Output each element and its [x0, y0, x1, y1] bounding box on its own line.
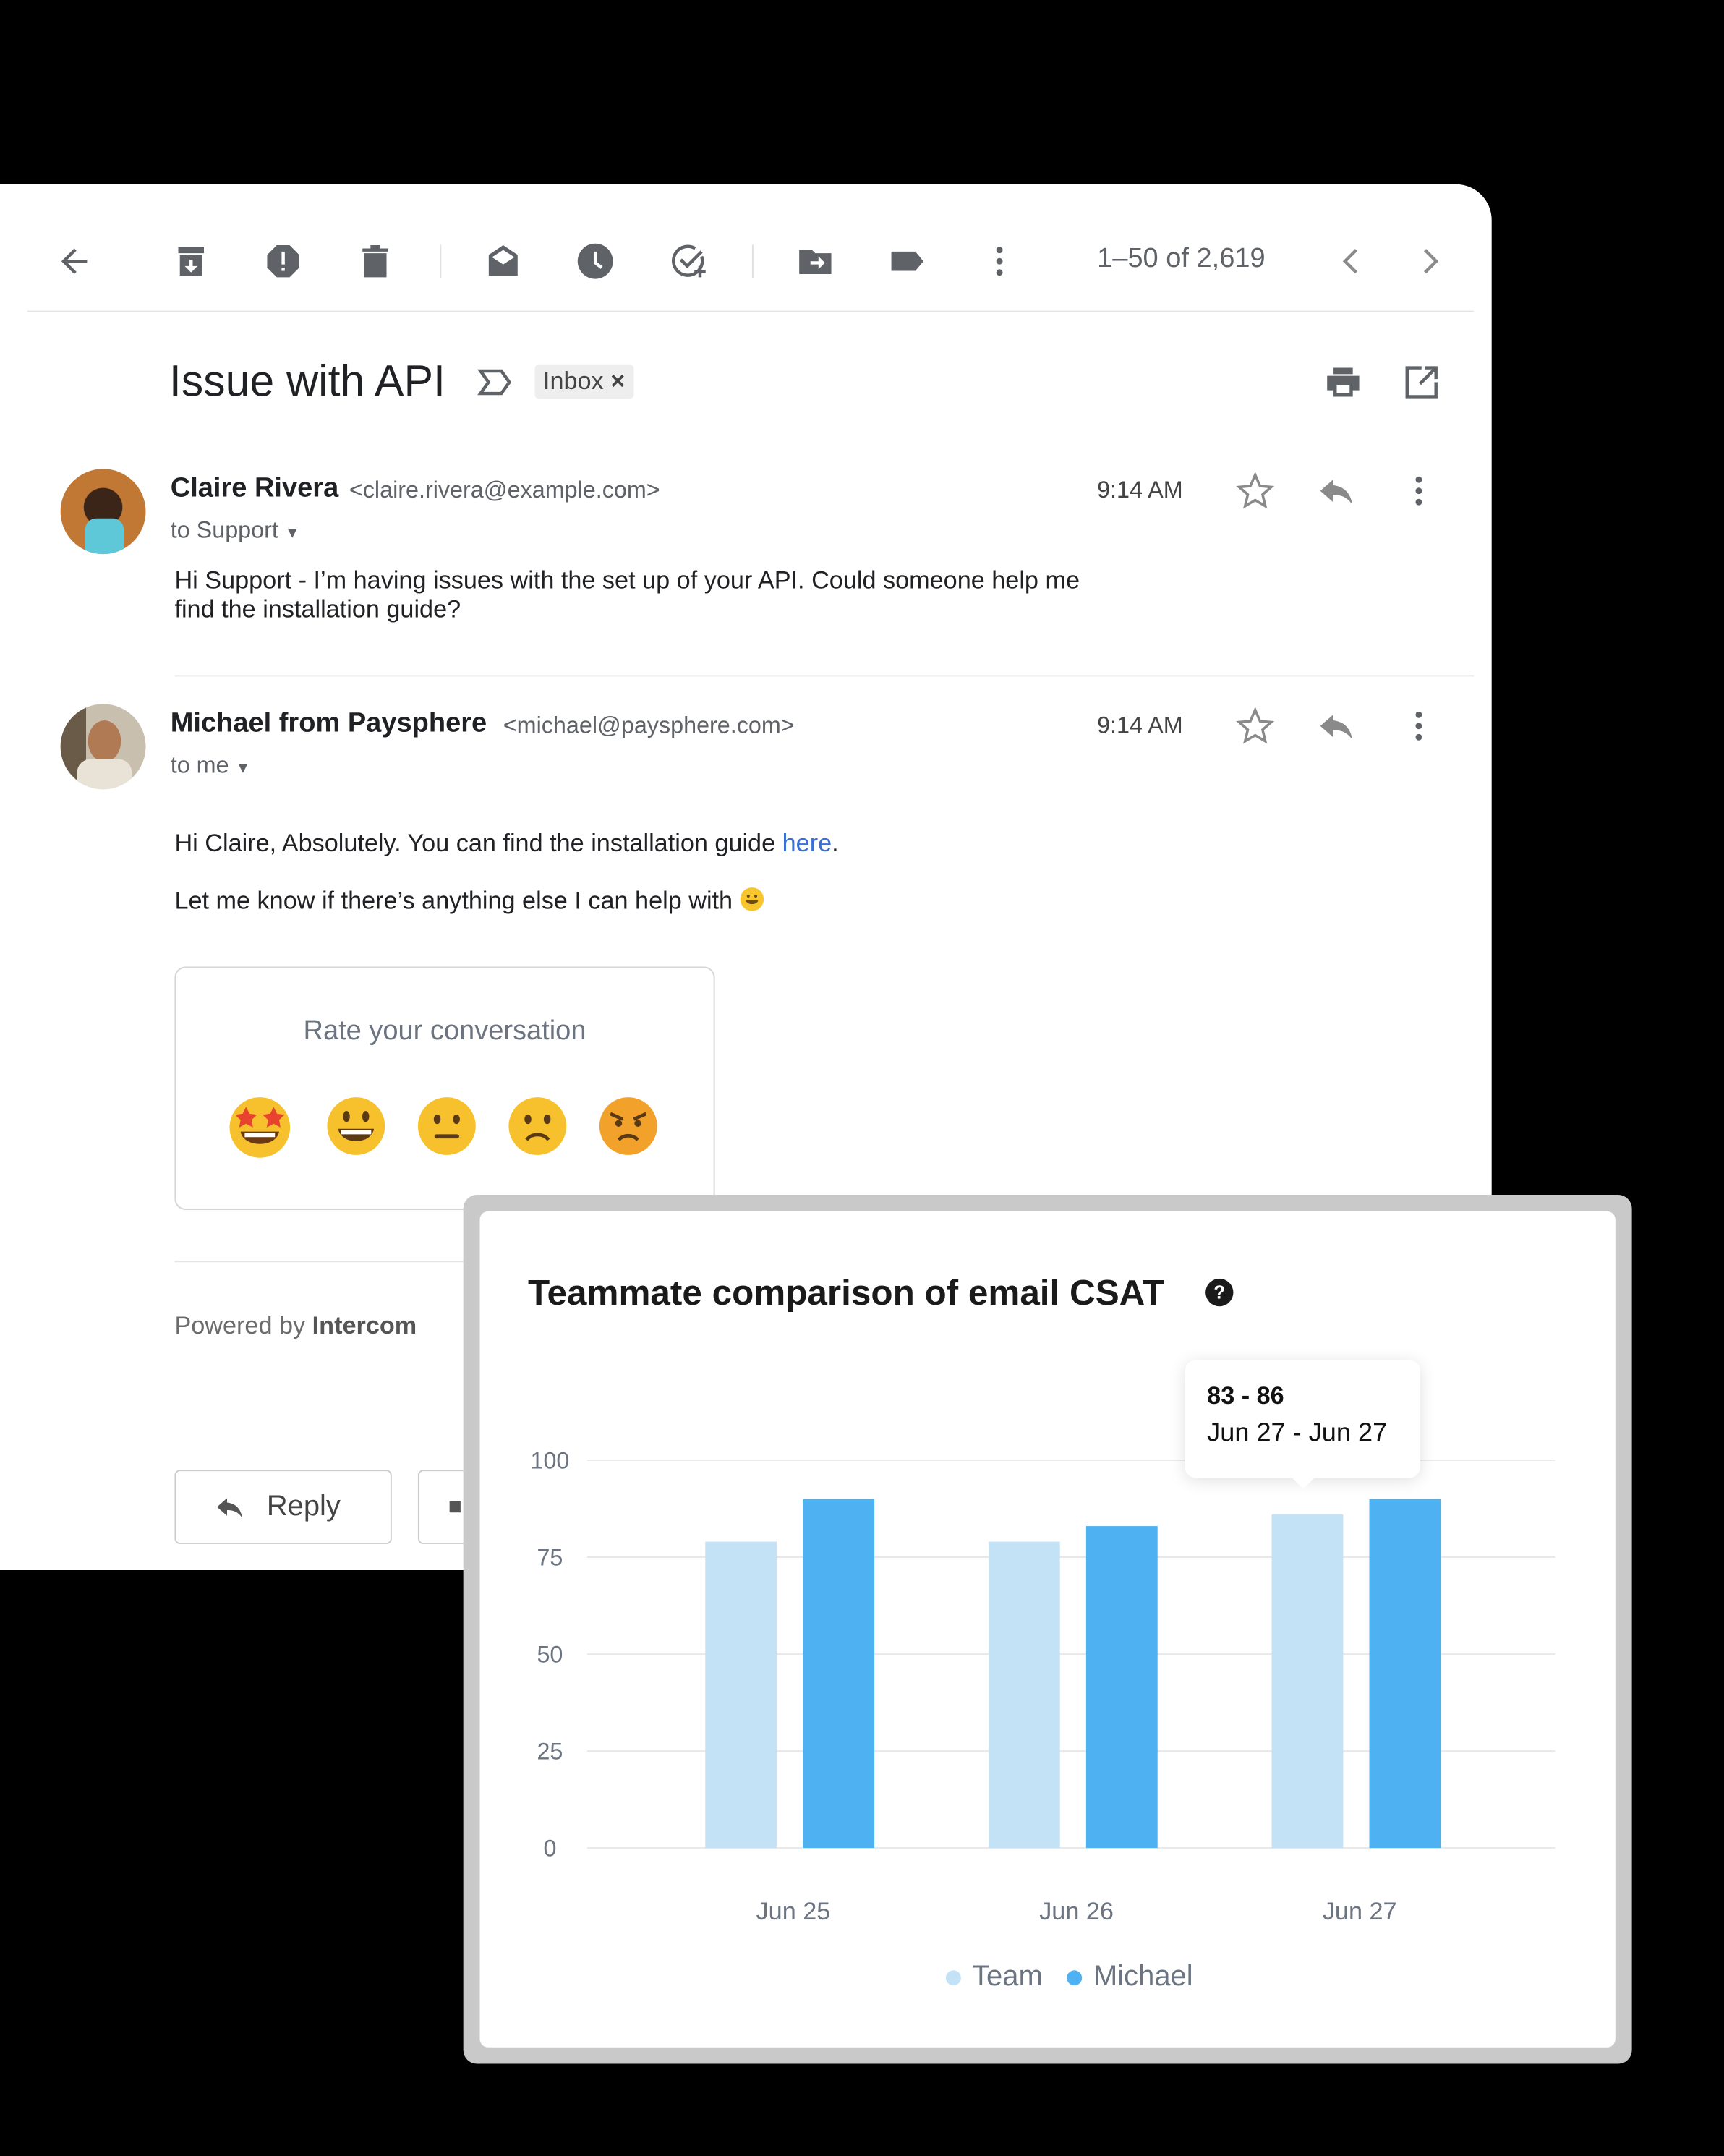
reply-button[interactable]: Reply	[174, 1470, 392, 1544]
reply-icon[interactable]	[1315, 470, 1357, 511]
y-tick-label: 75	[537, 1544, 563, 1570]
star-icon[interactable]	[1234, 470, 1276, 511]
sender-email: <michael@paysphere.com>	[503, 712, 795, 738]
thread-subject: Issue with API	[168, 356, 445, 406]
rating-widget	[174, 966, 715, 1210]
bar-team	[988, 1541, 1060, 1849]
add-task-icon[interactable]	[668, 241, 709, 282]
sender-email: <claire.rivera@example.com>	[349, 477, 660, 503]
chevron-right-icon[interactable]	[1409, 241, 1451, 282]
print-icon[interactable]	[1323, 362, 1364, 403]
x-tick-label: Jun 27	[1323, 1898, 1397, 1925]
more-vert-icon[interactable]	[1398, 705, 1439, 746]
footer-divider	[174, 1261, 491, 1263]
y-tick-label: 100	[530, 1447, 569, 1473]
body-text: Let me know if there’s anything else I c…	[174, 887, 733, 915]
recipient-label: to me	[170, 751, 229, 779]
recipient-dropdown[interactable]: to me ▼	[171, 752, 251, 780]
reply-icon	[217, 1498, 242, 1518]
star-struck-emoji-button[interactable]	[226, 1091, 294, 1160]
divider	[751, 244, 754, 278]
frowning-emoji-button[interactable]	[503, 1091, 572, 1160]
chip-close-icon[interactable]: ×	[610, 367, 626, 395]
bar-michael	[803, 1499, 875, 1849]
grinning-emoji-icon	[740, 887, 764, 911]
move-to-icon[interactable]	[795, 241, 836, 282]
intercom-brand: Intercom	[312, 1311, 417, 1339]
divider	[440, 244, 442, 278]
legend-swatch-michael	[1067, 1969, 1083, 1985]
back-arrow-icon[interactable]	[54, 241, 95, 282]
x-tick-label: Jun 26	[1039, 1898, 1114, 1925]
forward-icon	[449, 1501, 461, 1513]
message-time: 9:14 AM	[1097, 712, 1183, 738]
message-body: Hi Support - I’m having issues with the …	[174, 566, 1080, 623]
inbox-label-chip[interactable]: Inbox ×	[534, 364, 633, 399]
open-in-new-window-icon[interactable]	[1401, 362, 1442, 403]
bar-michael	[1085, 1526, 1158, 1849]
rating-title: Rate your conversation	[303, 1015, 586, 1047]
reply-icon[interactable]	[1315, 705, 1357, 746]
y-tick-label: 50	[537, 1641, 563, 1667]
powered-by-text: Powered by	[174, 1311, 312, 1339]
grinning-emoji-button[interactable]	[322, 1091, 391, 1160]
more-vert-icon[interactable]	[979, 241, 1020, 282]
legend-swatch-team	[945, 1969, 961, 1985]
pagination-count: 1–50 of 2,619	[1097, 243, 1266, 274]
report-spam-icon[interactable]	[263, 241, 304, 282]
message-body-line: Hi Claire, Absolutely. You can find the …	[174, 829, 838, 858]
chip-label: Inbox	[542, 367, 604, 395]
y-tick-label: 0	[543, 1835, 556, 1861]
bar-team	[705, 1541, 777, 1849]
legend-label-michael: Michael	[1093, 1960, 1193, 1993]
avatar-claire	[60, 469, 146, 555]
message-time: 9:14 AM	[1097, 477, 1183, 503]
avatar-michael	[60, 704, 146, 790]
caret-down-icon: ▼	[284, 525, 300, 542]
svg-text:?: ?	[1213, 1282, 1225, 1303]
caret-down-icon: ▼	[235, 760, 251, 777]
legend-label-team: Team	[972, 1960, 1043, 1993]
chevron-left-icon[interactable]	[1331, 241, 1372, 282]
star-icon[interactable]	[1234, 705, 1276, 746]
delete-icon[interactable]	[354, 241, 396, 282]
snooze-icon[interactable]	[575, 241, 616, 282]
recipient-label: to Support	[170, 516, 278, 543]
sender-name: Michael from Paysphere	[170, 708, 487, 738]
toolbar-divider	[27, 310, 1474, 312]
body-text: .	[832, 829, 839, 857]
tooltip-range: Jun 27 - Jun 27	[1207, 1418, 1388, 1448]
sender-name: Claire Rivera	[170, 472, 339, 503]
reply-label: Reply	[266, 1490, 341, 1522]
angry-emoji-button[interactable]	[594, 1091, 662, 1160]
mark-unread-icon[interactable]	[482, 241, 524, 282]
chart-tooltip: 83 - 86 Jun 27 - Jun 27	[1185, 1360, 1420, 1489]
x-tick-label: Jun 25	[756, 1898, 831, 1925]
bar-team	[1271, 1514, 1344, 1849]
message-divider	[174, 675, 1474, 677]
powered-by[interactable]: Powered by Intercom	[174, 1312, 417, 1341]
help-icon[interactable]: ?	[1204, 1277, 1234, 1308]
installation-guide-link[interactable]: here	[782, 829, 832, 857]
archive-icon[interactable]	[171, 241, 212, 282]
recipient-dropdown[interactable]: to Support ▼	[171, 517, 300, 545]
bar-michael	[1369, 1499, 1441, 1849]
tooltip-value: 83 - 86	[1207, 1381, 1284, 1410]
neutral-emoji-button[interactable]	[412, 1091, 481, 1160]
chart-title: Teammate comparison of email CSAT	[528, 1271, 1164, 1313]
message-body-line: Let me know if there’s anything else I c…	[174, 887, 764, 916]
y-tick-label: 25	[537, 1738, 563, 1764]
more-vert-icon[interactable]	[1398, 470, 1439, 511]
importance-marker-icon[interactable]	[474, 362, 516, 403]
chart-legend: Team Michael	[945, 1960, 1193, 1994]
label-icon[interactable]	[887, 241, 928, 282]
body-text: Hi Claire, Absolutely. You can find the …	[174, 829, 782, 857]
